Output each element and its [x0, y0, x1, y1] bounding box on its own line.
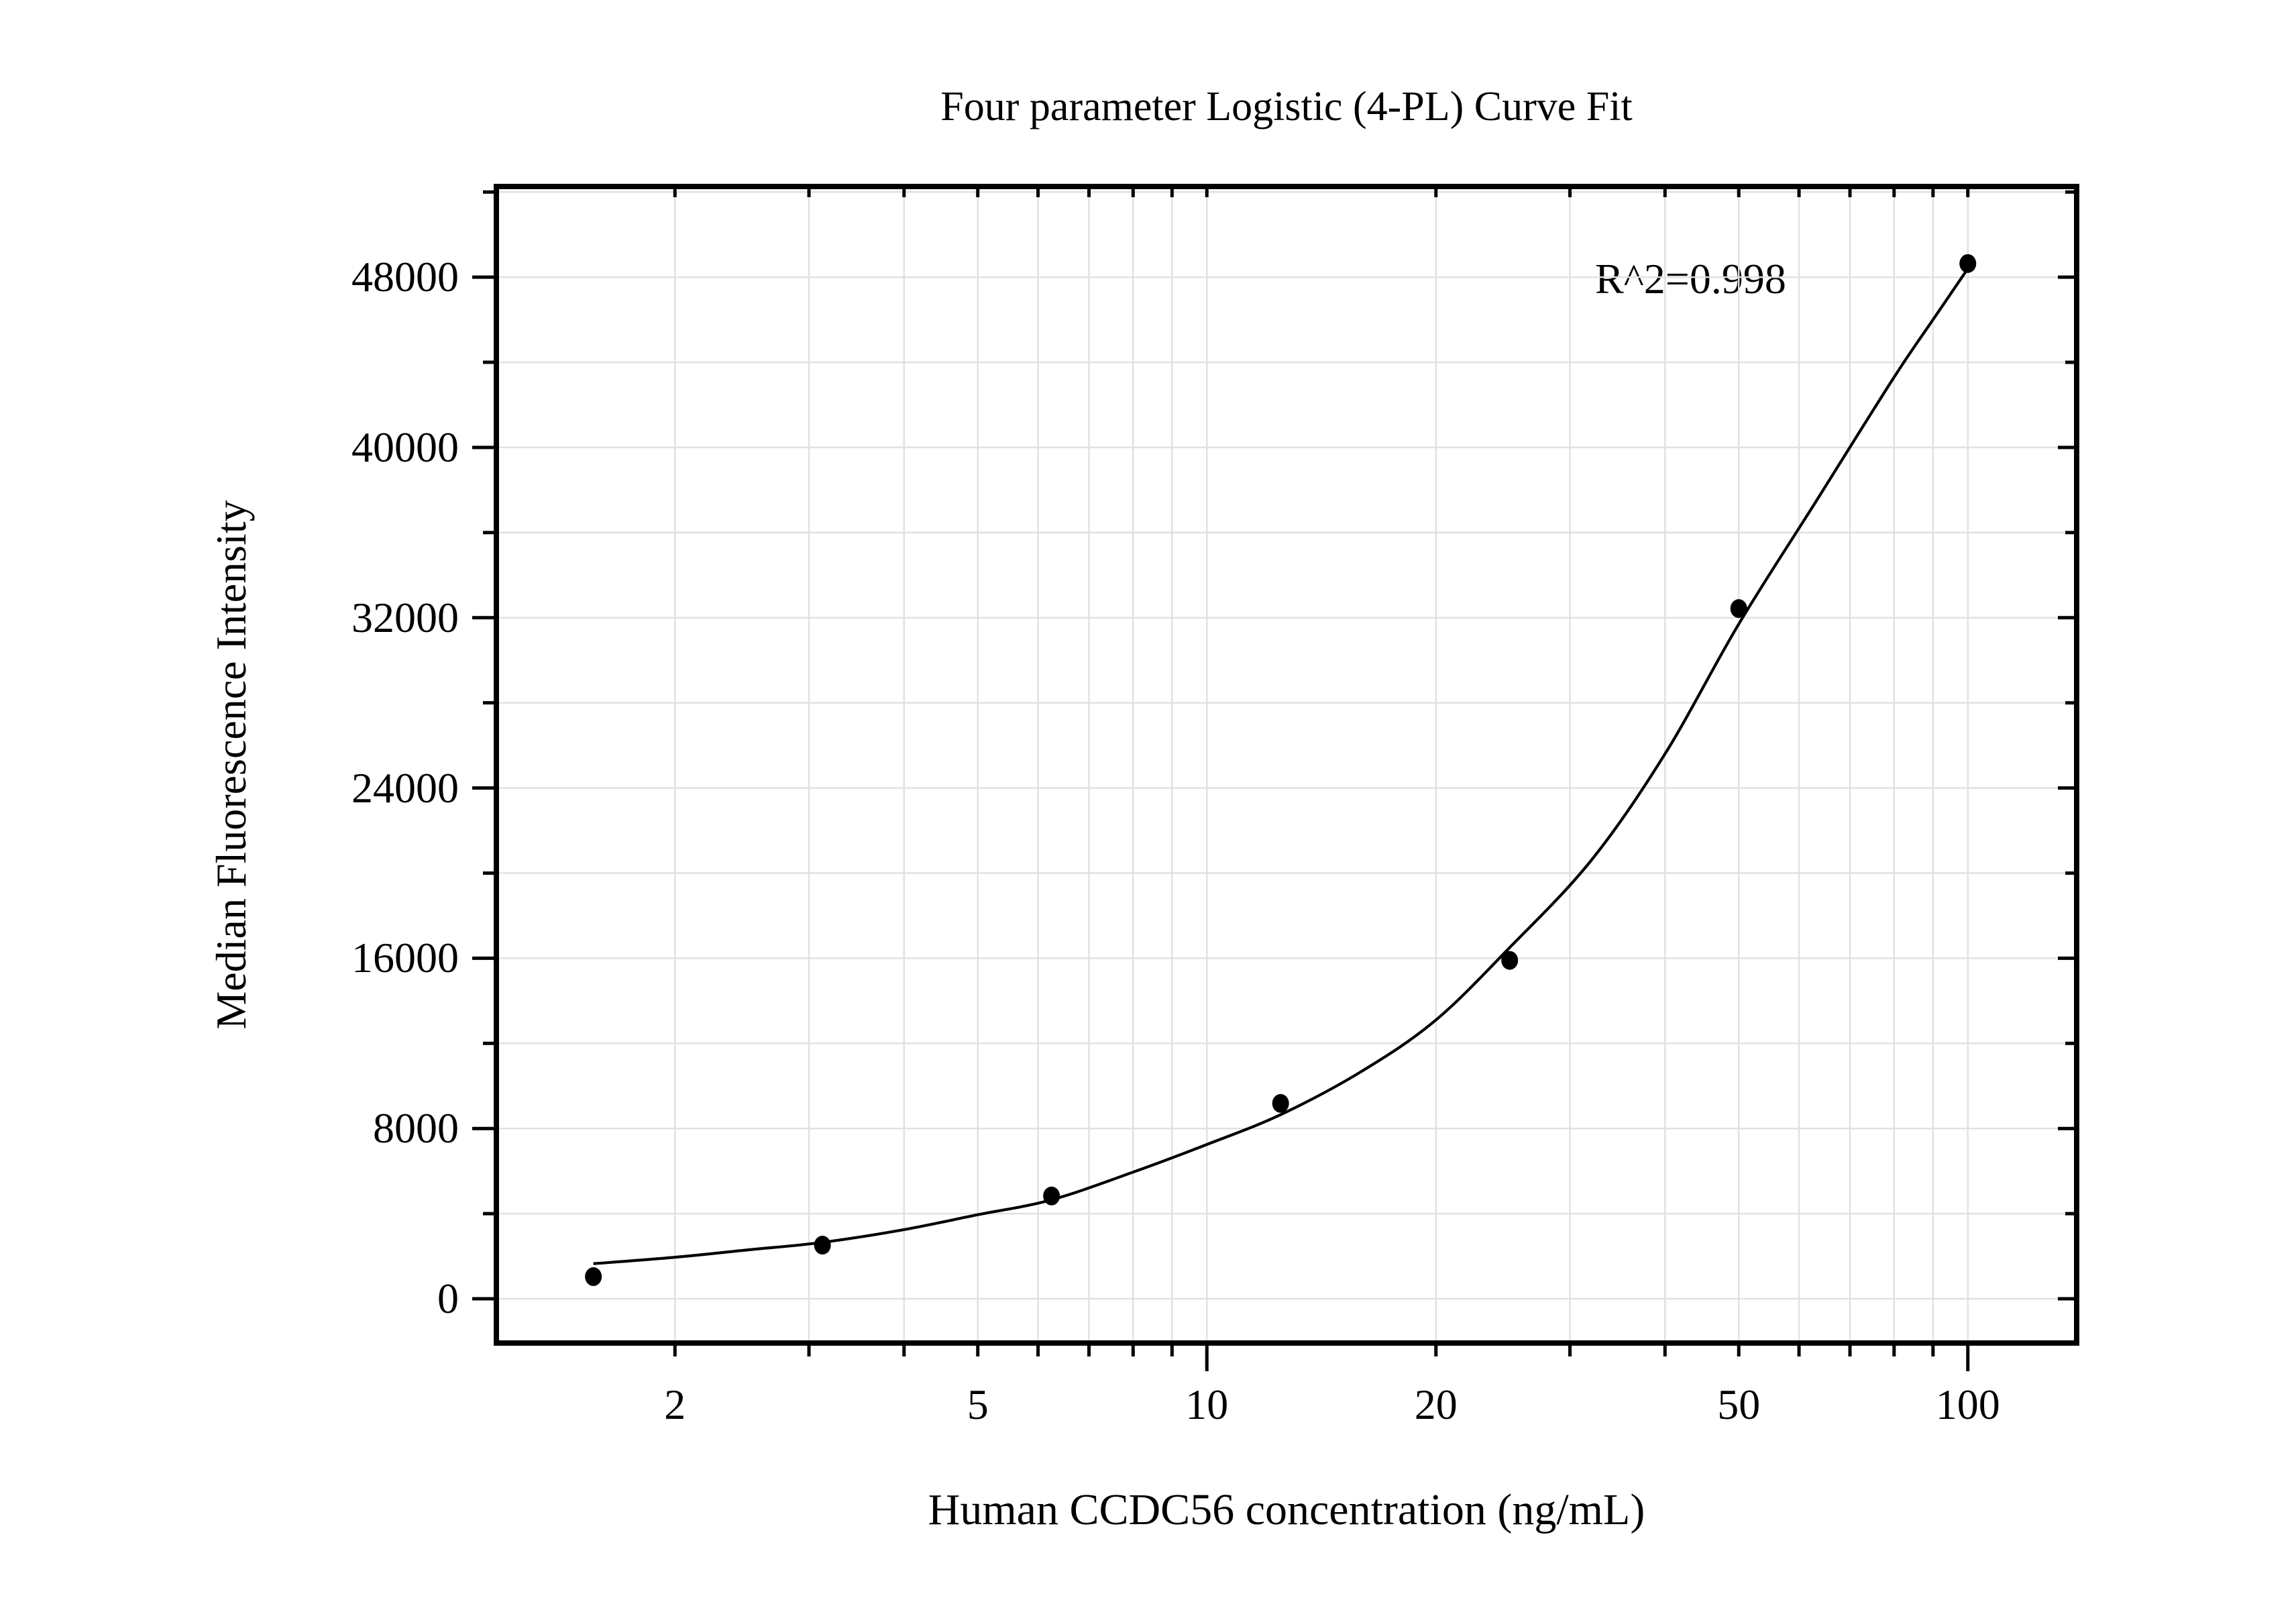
data-point — [1730, 599, 1747, 619]
r-squared-annotation: R^2=0.998 — [1595, 255, 1786, 303]
y-tick-label: 48000 — [351, 253, 459, 301]
x-tick-label: 100 — [1935, 1381, 2000, 1428]
chart-title: Four parameter Logistic (4-PL) Curve Fit — [940, 84, 1633, 129]
y-tick-label: 0 — [437, 1275, 459, 1322]
data-point — [1272, 1093, 1289, 1113]
x-tick-label: 2 — [664, 1381, 686, 1428]
x-axis-title: Human CCDC56 concentration (ng/mL) — [928, 1485, 1645, 1534]
y-tick-label: 32000 — [351, 593, 459, 641]
y-tick-label: 8000 — [373, 1104, 459, 1153]
y-tick-label: 40000 — [351, 423, 459, 471]
fit-curve — [593, 268, 1969, 1265]
y-tick-label: 24000 — [351, 763, 459, 812]
data-point — [585, 1267, 602, 1287]
x-tick-label: 50 — [1717, 1381, 1761, 1428]
y-tick-label: 16000 — [351, 934, 459, 982]
data-point — [1501, 951, 1519, 970]
data-point — [1959, 254, 1977, 273]
x-tick-label: 5 — [967, 1381, 989, 1428]
x-tick-label: 10 — [1185, 1381, 1229, 1428]
x-tick-label: 20 — [1414, 1381, 1458, 1428]
data-point — [1043, 1186, 1060, 1206]
data-point — [814, 1236, 831, 1255]
plot-border — [494, 184, 2079, 1346]
